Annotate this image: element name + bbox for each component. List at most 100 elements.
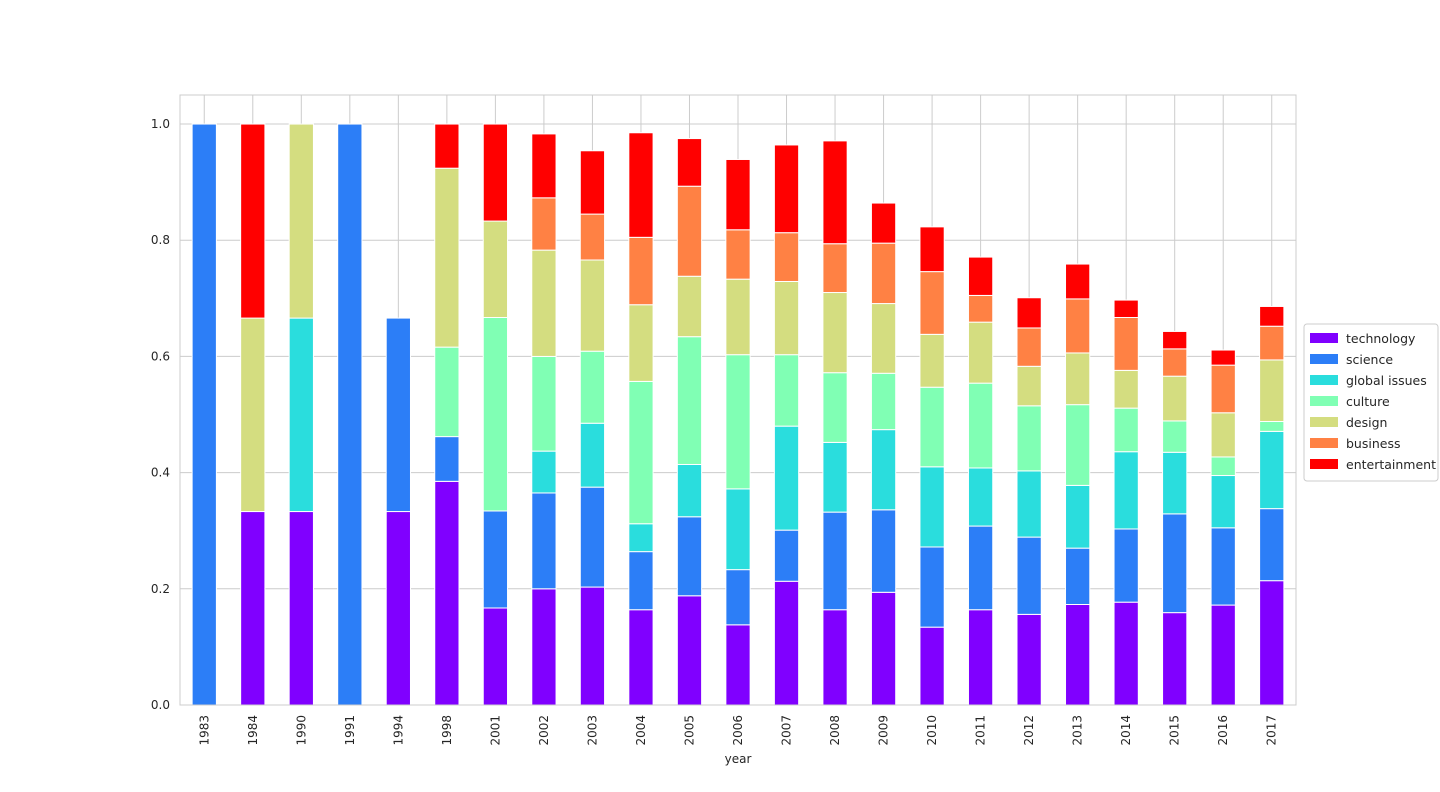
plot-frame <box>179 94 1297 706</box>
bar-segment-design <box>1162 375 1188 422</box>
bar-segment-science <box>1210 527 1236 606</box>
bar-segment-culture <box>1210 456 1236 477</box>
bar-segment-global-issues <box>1210 475 1236 529</box>
bar-segment-design <box>1016 365 1042 407</box>
bar-segment-entertainment <box>822 140 848 245</box>
bar-segment-science <box>1162 513 1188 614</box>
bar-segment-science <box>773 529 800 582</box>
bar-segment-science <box>531 492 557 590</box>
bar-segment-science <box>337 123 363 706</box>
bar-segment-business <box>1016 327 1042 367</box>
bar-segment-global-issues <box>725 488 751 571</box>
bar-segment-technology <box>385 511 411 706</box>
bar-segment-business <box>676 185 703 277</box>
legend-swatch <box>1310 417 1338 427</box>
x-tick-label: 2009 <box>877 715 891 746</box>
bar-segment-science <box>1016 536 1042 615</box>
bar-segment-entertainment <box>531 133 557 199</box>
x-tick-label: 2015 <box>1168 715 1182 746</box>
bar-segment-science <box>1259 508 1285 582</box>
bar-segment-design <box>870 303 897 374</box>
bar-segment-business <box>531 197 557 251</box>
bar-segment-technology <box>1162 612 1188 706</box>
bar-segment-entertainment <box>1065 263 1091 300</box>
bar-segment-culture <box>919 386 945 468</box>
bar-segment-technology <box>870 591 897 706</box>
bar-segment-technology <box>579 586 606 706</box>
bar-segment-technology <box>1210 604 1236 706</box>
bar-segment-design <box>1113 369 1139 409</box>
bar-segment-global-issues <box>967 467 994 527</box>
bar-segment-science <box>1065 547 1091 605</box>
bar-segment-culture <box>434 346 460 438</box>
bar-segment-science <box>1113 528 1139 603</box>
bar-segment-culture <box>870 372 897 431</box>
bar-segment-business <box>822 243 848 294</box>
bar-segment-entertainment <box>919 226 945 273</box>
bar-segment-entertainment <box>1016 297 1042 329</box>
bar-segment-business <box>1065 298 1091 354</box>
legend-swatch <box>1310 375 1338 385</box>
bar-segment-science <box>482 510 509 609</box>
bar-segment-global-issues <box>1162 451 1188 515</box>
bar-segment-culture <box>1259 420 1285 432</box>
bar-segment-global-issues <box>1065 484 1091 549</box>
bar-segment-design <box>725 278 751 356</box>
bar-segment-design <box>288 123 314 319</box>
bar-segment-culture <box>482 317 509 512</box>
bar-segment-business <box>1259 325 1285 361</box>
bar-segment-entertainment <box>1210 349 1236 366</box>
x-tick-label: 2017 <box>1265 715 1279 746</box>
bar-segment-technology <box>822 609 848 706</box>
bar-segment-design <box>1065 352 1091 406</box>
bar-segment-global-issues <box>822 441 848 513</box>
bar-segment-culture <box>725 354 751 490</box>
bar-segment-business <box>1210 364 1236 414</box>
bar-segment-global-issues <box>676 463 703 518</box>
bar-segment-technology <box>288 511 314 706</box>
x-axis-ticks: 1983 1984 1990 1991 1994 1998 2001 2002 2003 2004… <box>197 715 1278 746</box>
bar-segment-design <box>579 259 606 352</box>
bar-segment-business <box>773 232 800 282</box>
bar-segment-culture <box>967 382 994 469</box>
bar-segment-entertainment <box>870 202 897 244</box>
y-axis-ticks: 0.0 0.2 0.4 0.6 0.8 1.0 <box>151 117 170 712</box>
legend-label: global issues <box>1346 373 1427 388</box>
x-tick-label: 1991 <box>343 715 357 746</box>
bar-segment-entertainment <box>725 158 751 231</box>
bar-segment-culture <box>1162 420 1188 453</box>
bar-segment-business <box>870 242 897 305</box>
bar-segment-technology <box>1065 603 1091 706</box>
bar-segment-technology <box>1113 601 1139 706</box>
bar-segment-design <box>240 317 266 513</box>
bar-segment-entertainment <box>240 123 266 319</box>
bar-segment-culture <box>822 372 848 443</box>
x-tick-label: 2002 <box>537 715 551 746</box>
bar-segment-business <box>628 236 654 306</box>
legend-label: culture <box>1346 394 1390 409</box>
y-tick-label: 0.6 <box>151 349 170 363</box>
bar-segment-technology <box>1016 613 1042 706</box>
bar-segment-science <box>676 516 703 597</box>
legend-swatch <box>1310 354 1338 364</box>
bar-segment-entertainment <box>967 256 994 296</box>
bar-segment-technology <box>531 588 557 706</box>
bar-segment-science <box>725 569 751 626</box>
bar-segment-science <box>822 511 848 611</box>
bar-segment-technology <box>434 480 460 706</box>
x-tick-label: 1994 <box>391 715 405 746</box>
y-tick-label: 1.0 <box>151 117 170 131</box>
bar-segment-technology <box>1259 580 1285 706</box>
bar-segment-culture <box>773 354 800 427</box>
bar-segment-entertainment <box>1113 299 1139 319</box>
bar-segment-business <box>919 271 945 335</box>
bar-segment-design <box>773 280 800 356</box>
bar-segment-entertainment <box>773 144 800 234</box>
bar-segment-entertainment <box>434 123 460 169</box>
bar-segment-design <box>919 333 945 388</box>
bar-segment-science <box>434 436 460 482</box>
legend-swatch <box>1310 396 1338 406</box>
x-tick-label: 2004 <box>634 715 648 746</box>
x-tick-label: 1990 <box>294 715 308 746</box>
